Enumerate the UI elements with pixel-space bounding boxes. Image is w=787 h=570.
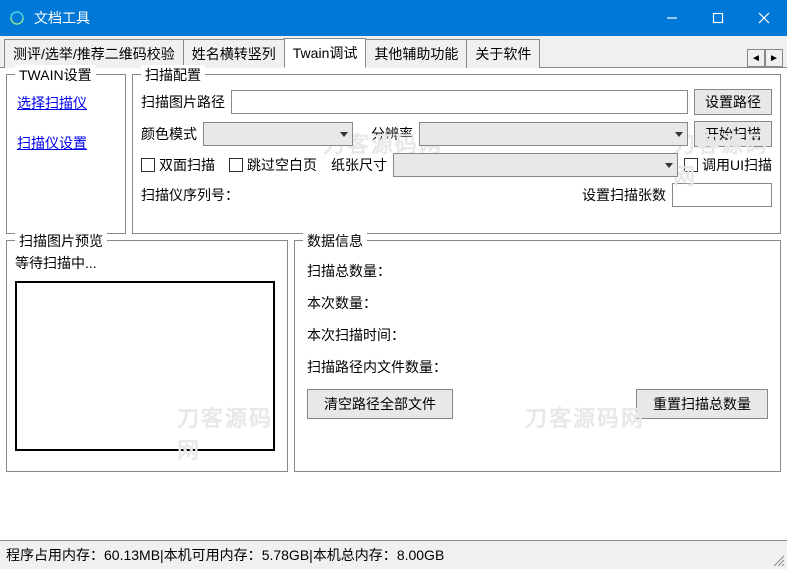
tab-name-transpose[interactable]: 姓名横转竖列 xyxy=(183,39,285,68)
status-mem-total: 8.00GB xyxy=(397,547,444,563)
reset-total-button[interactable]: 重置扫描总数量 xyxy=(636,389,768,419)
tab-other-tools[interactable]: 其他辅助功能 xyxy=(365,39,467,68)
set-count-label: 设置扫描张数 xyxy=(582,185,666,205)
set-path-button[interactable]: 设置路径 xyxy=(694,89,772,115)
status-mem-avail-label: 本机可用内存： xyxy=(164,545,262,565)
resize-grip[interactable] xyxy=(771,553,785,567)
link-scanner-settings[interactable]: 扫描仪设置 xyxy=(17,133,115,153)
checkbox-icon xyxy=(141,158,155,172)
skip-blank-label: 跳过空白页 xyxy=(247,155,317,175)
color-mode-label: 颜色模式 xyxy=(141,124,197,144)
twain-settings-group: TWAIN设置 选择扫描仪 扫描仪设置 xyxy=(6,74,126,234)
status-mem-total-label: 本机总内存： xyxy=(313,545,397,565)
resolution-label: 分辨率 xyxy=(371,124,413,144)
tab-scroll-left[interactable]: ◄ xyxy=(747,49,765,67)
status-bar: 程序占用内存： 60.13MB | 本机可用内存： 5.78GB | 本机总内存… xyxy=(0,540,787,569)
path-file-count-label: 扫描路径内文件数量： xyxy=(307,357,768,377)
tab-twain-debug[interactable]: Twain调试 xyxy=(284,38,367,68)
tab-nav: ◄ ► xyxy=(747,49,783,67)
scan-path-input[interactable] xyxy=(231,90,688,114)
preview-group: 扫描图片预览 等待扫描中... 刀客源码网 xyxy=(6,240,288,472)
twain-settings-legend: TWAIN设置 xyxy=(15,65,96,85)
scan-config-group: 扫描配置 刀客源码网 刀客源码网 扫描图片路径 设置路径 颜色模式 分辨率 开始… xyxy=(132,74,781,234)
data-info-legend: 数据信息 xyxy=(303,231,367,251)
scan-count-input[interactable] xyxy=(672,183,772,207)
current-count-label: 本次数量： xyxy=(307,293,768,313)
duplex-checkbox[interactable]: 双面扫描 xyxy=(141,155,215,175)
skip-blank-checkbox[interactable]: 跳过空白页 xyxy=(229,155,317,175)
ui-scan-checkbox[interactable]: 调用UI扫描 xyxy=(684,155,772,175)
tab-scroll-right[interactable]: ► xyxy=(765,49,783,67)
scan-config-legend: 扫描配置 xyxy=(141,65,205,85)
preview-canvas xyxy=(15,281,275,451)
lower-panels: 扫描图片预览 等待扫描中... 刀客源码网 数据信息 扫描总数量： 本次数量： … xyxy=(0,240,787,478)
data-info-group: 数据信息 扫描总数量： 本次数量： 本次扫描时间： 刀客源码网 扫描路径内文件数… xyxy=(294,240,781,472)
status-mem-avail: 5.78GB xyxy=(262,547,309,563)
link-select-scanner[interactable]: 选择扫描仪 xyxy=(17,93,115,113)
tab-about[interactable]: 关于软件 xyxy=(466,39,540,68)
paper-size-combo[interactable] xyxy=(393,153,678,177)
status-mem-used-label: 程序占用内存： xyxy=(6,545,104,565)
tab-qrcode-verify[interactable]: 测评/选举/推荐二维码校验 xyxy=(4,39,184,68)
preview-legend: 扫描图片预览 xyxy=(15,231,107,251)
window-controls xyxy=(649,0,787,36)
paper-size-label: 纸张尺寸 xyxy=(331,155,387,175)
serial-label: 扫描仪序列号： xyxy=(141,185,239,205)
scan-path-label: 扫描图片路径 xyxy=(141,92,225,112)
main-content: TWAIN设置 选择扫描仪 扫描仪设置 扫描配置 刀客源码网 刀客源码网 扫描图… xyxy=(0,68,787,240)
titlebar: 文档工具 xyxy=(0,0,787,36)
clear-path-files-button[interactable]: 清空路径全部文件 xyxy=(307,389,453,419)
color-mode-combo[interactable] xyxy=(203,122,353,146)
scan-time-label: 本次扫描时间： xyxy=(307,325,768,345)
window-title: 文档工具 xyxy=(34,8,649,28)
preview-waiting-text: 等待扫描中... xyxy=(15,253,279,273)
total-count-label: 扫描总数量： xyxy=(307,261,768,281)
resolution-combo[interactable] xyxy=(419,122,688,146)
start-scan-button[interactable]: 开始扫描 xyxy=(694,121,772,147)
minimize-button[interactable] xyxy=(649,0,695,36)
tab-strip: 测评/选举/推荐二维码校验 姓名横转竖列 Twain调试 其他辅助功能 关于软件… xyxy=(0,36,787,68)
ui-scan-label: 调用UI扫描 xyxy=(702,155,772,175)
duplex-label: 双面扫描 xyxy=(159,155,215,175)
close-button[interactable] xyxy=(741,0,787,36)
checkbox-icon xyxy=(229,158,243,172)
status-mem-used: 60.13MB xyxy=(104,547,160,563)
checkbox-icon xyxy=(684,158,698,172)
app-icon xyxy=(8,9,26,27)
maximize-button[interactable] xyxy=(695,0,741,36)
